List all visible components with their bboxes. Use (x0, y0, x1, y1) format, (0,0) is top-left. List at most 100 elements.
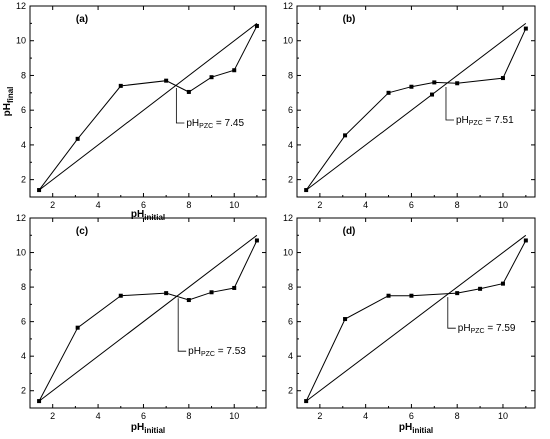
y-tick-label: 4 (288, 351, 293, 361)
x-tick-label: 2 (317, 200, 322, 210)
x-tick-label: 10 (229, 411, 239, 421)
data-point (386, 293, 391, 298)
pzc-annotation: pHPZC = 7.59 (458, 323, 516, 335)
x-axis-label: pHinitial (399, 422, 433, 435)
x-tick-label: 10 (498, 411, 508, 421)
data-point (409, 293, 414, 298)
data-point (500, 281, 505, 286)
x-tick-label: 2 (317, 411, 322, 421)
x-tick-label: 8 (186, 200, 191, 210)
y-tick-label: 4 (288, 140, 293, 150)
panel-label: (a) (76, 14, 88, 25)
x-tick-label: 6 (409, 200, 414, 210)
x-tick-label: 8 (455, 200, 460, 210)
data-point (254, 238, 259, 243)
data-point (455, 81, 460, 86)
y-tick-label: 2 (21, 175, 26, 185)
data-point (386, 90, 391, 95)
chart-panel-a: 2 4 6 8 10 2 4 6 8 10 12 (a) pHPZC = 7.45 pHinitial pH… (2, 1, 267, 222)
x-tick-label: 4 (363, 411, 368, 421)
x-tick-label: 10 (229, 200, 239, 210)
y-tick-label: 12 (283, 1, 293, 11)
x-tick-label: 8 (455, 411, 460, 421)
y-tick-label: 2 (288, 386, 293, 396)
pzc-leader-line (447, 297, 456, 329)
data-point (304, 399, 309, 404)
series-line (38, 25, 258, 191)
reference-line (38, 234, 258, 402)
y-tick-label: 6 (288, 317, 293, 327)
reference-line (38, 23, 258, 191)
y-tick-label: 8 (21, 70, 26, 80)
y-tick-label: 6 (21, 317, 26, 327)
y-tick-label: 12 (16, 213, 26, 223)
y-tick-label: 10 (283, 248, 293, 258)
x-tick-label: 2 (50, 200, 55, 210)
x-tick-label: 4 (96, 411, 101, 421)
y-tick-label: 6 (288, 105, 293, 115)
panel-label: (d) (343, 226, 356, 237)
y-tick-label: 2 (21, 386, 26, 396)
data-point (232, 68, 237, 73)
data-point (343, 133, 348, 138)
x-tick-label: 6 (141, 200, 146, 210)
data-point (478, 286, 483, 291)
pzc-annotation: pHPZC = 7.53 (188, 346, 246, 358)
x-tick-label: 6 (409, 411, 414, 421)
data-point (186, 298, 191, 303)
y-tick-label: 4 (21, 351, 26, 361)
data-point (455, 291, 460, 296)
data-point (164, 78, 169, 83)
reference-line (305, 234, 527, 402)
series-line (38, 240, 258, 402)
y-tick-label: 2 (288, 175, 293, 185)
x-tick-label: 8 (186, 411, 191, 421)
series-line (305, 28, 527, 191)
y-tick-label: 12 (283, 213, 293, 223)
plot-frame (296, 217, 536, 409)
y-tick-label: 8 (288, 70, 293, 80)
chart-panel-b: 2 4 6 8 10 2 4 6 8 10 12 (b) pHPZC = 7.51 (283, 1, 536, 210)
pzc-leader-line (445, 86, 454, 121)
chart-panel-d: 2 4 6 8 10 2 4 6 8 10 12 (d) pHPZC = 7.59 pHinitial (283, 213, 536, 435)
data-point (523, 238, 528, 243)
x-axis-label: pHinitial (131, 422, 165, 435)
y-tick-label: 10 (283, 36, 293, 46)
x-tick-label: 4 (96, 200, 101, 210)
plot-frame (296, 5, 536, 198)
x-axis-label: pHinitial (131, 209, 165, 222)
data-point (409, 84, 414, 89)
data-point (432, 80, 437, 85)
data-point (523, 26, 528, 31)
data-point (209, 75, 214, 80)
x-tick-label: 4 (363, 200, 368, 210)
data-point (232, 285, 237, 290)
data-point (304, 188, 309, 193)
pzc-leader-line (177, 298, 187, 352)
data-point (343, 317, 348, 322)
plot-frame (29, 217, 267, 409)
y-tick-label: 12 (16, 1, 26, 11)
chart-panel-c: 2 4 6 8 10 2 4 6 8 10 12 (c) pHPZC = 7.53 pHinitial (16, 213, 267, 435)
data-point (209, 290, 214, 295)
data-point (75, 325, 80, 330)
y-tick-label: 10 (16, 248, 26, 258)
data-point (75, 136, 80, 141)
plot-frame (29, 5, 267, 198)
panel-label: (c) (76, 226, 88, 237)
y-tick-label: 8 (21, 282, 26, 292)
y-tick-label: 10 (16, 36, 26, 46)
reference-line (305, 23, 527, 191)
y-tick-label: 8 (288, 282, 293, 292)
data-point (37, 399, 42, 404)
data-point (500, 76, 505, 81)
data-point (186, 89, 191, 94)
y-tick-label: 4 (21, 140, 26, 150)
data-point (430, 92, 435, 97)
series-line (305, 240, 527, 402)
pzc-annotation: pHPZC = 7.51 (456, 115, 514, 127)
x-tick-label: 2 (50, 411, 55, 421)
panel-label: (b) (343, 14, 356, 25)
y-axis-label: pHfinal (2, 87, 15, 117)
